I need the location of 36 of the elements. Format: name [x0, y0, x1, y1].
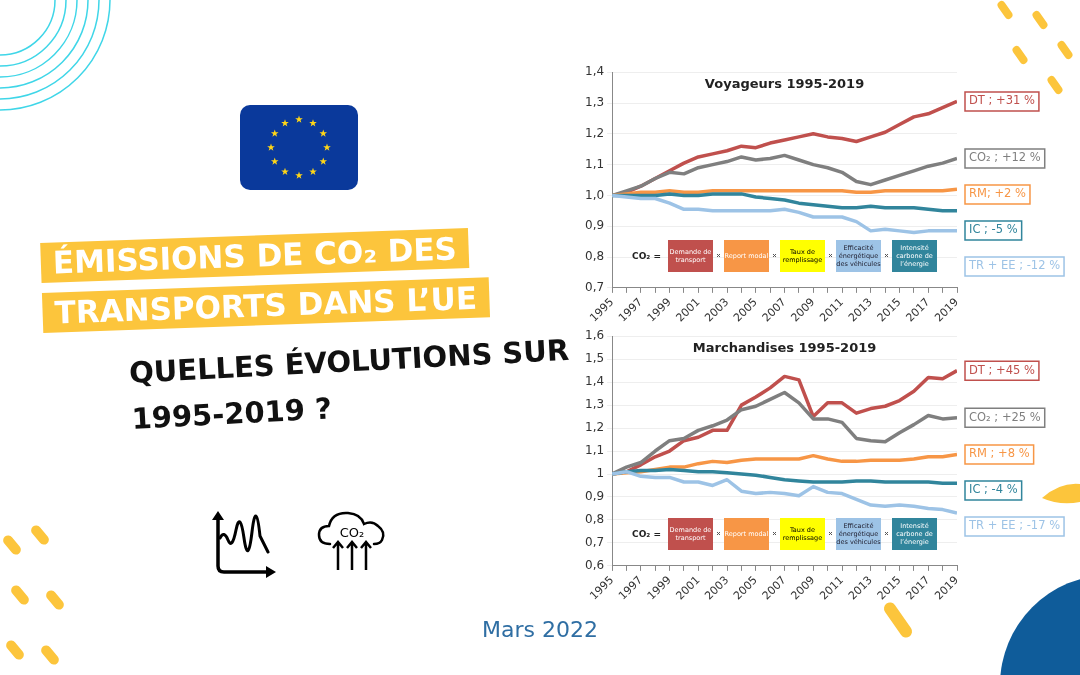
text: TR + EE ; -12 %: [968, 258, 1061, 273]
y-tick-label: 1: [596, 466, 605, 481]
series-label: IC ; -4 %: [969, 482, 1018, 497]
text: QUELLES ÉVOLUTIONS SUR 1995-2019 ?: [128, 332, 570, 436]
y-tick-label: 1,1: [584, 443, 605, 458]
y-tick-label: 1,2: [584, 420, 605, 435]
y-tick-label: 0,7: [584, 280, 605, 294]
chart-title: Marchandises 1995-2019: [692, 340, 877, 356]
y-tick-label: 1,4: [584, 374, 605, 389]
y-tick-label: 1,2: [584, 125, 605, 140]
series-label: RM; +2 %: [969, 186, 1027, 201]
series-label: DT ; +31 %: [969, 93, 1035, 108]
annotation: CO₂ =: [632, 528, 661, 539]
series-label: IC ; -5 %: [969, 222, 1018, 237]
series-label: CO₂ ; +12 %: [969, 150, 1041, 165]
text: ÉMISSIONS DE CO₂ DES TRANSPORTS DANS L’UE: [40, 228, 490, 333]
chart-title: Voyageurs 1995-2019: [704, 76, 865, 92]
y-tick-label: 0,9: [584, 218, 605, 233]
series-label: RM ; +8 %: [969, 446, 1030, 461]
y-tick-label: 0,8: [584, 249, 605, 264]
y-tick-label: 0,9: [584, 489, 605, 504]
series-label: DT ; +45 %: [969, 362, 1035, 377]
y-tick-label: 1,1: [584, 156, 605, 171]
series-label: CO₂ ; +25 %: [969, 409, 1041, 424]
y-tick-label: 1,0: [584, 187, 605, 202]
y-tick-label: 1,5: [584, 351, 605, 366]
y-tick-label: 0,8: [584, 512, 605, 527]
series-label: TR + EE ; -17 %: [968, 518, 1061, 533]
y-tick-label: 0,7: [584, 535, 605, 550]
y-tick-label: 0,6: [584, 558, 605, 572]
text: Mars 2022: [481, 617, 599, 642]
annotation: CO₂ =: [632, 250, 661, 261]
y-tick-label: 1,3: [584, 397, 605, 412]
y-tick-label: 1,4: [584, 64, 605, 79]
y-tick-label: 1,3: [584, 95, 605, 110]
y-tick-label: 1,6: [584, 328, 605, 343]
